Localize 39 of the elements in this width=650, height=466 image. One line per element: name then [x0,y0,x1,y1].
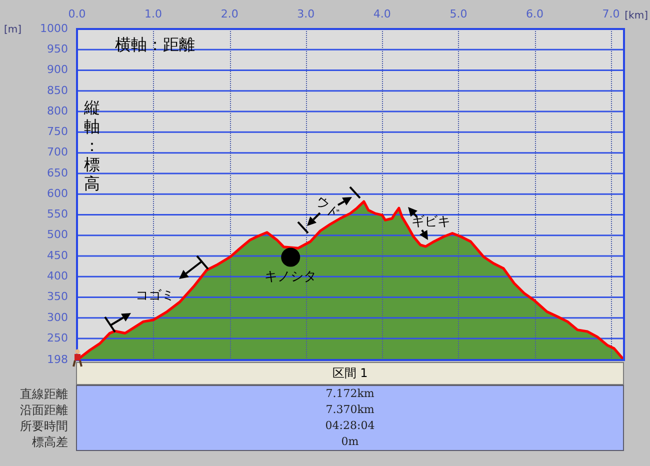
text: 7.172km [324,386,376,402]
y-tick-label: 850 [47,84,68,97]
text: 04:28:04 [324,418,376,434]
y-tick-label: 300 [47,310,68,324]
text: 標高差 [32,434,68,450]
y-tick-label: 600 [47,186,68,200]
x-tick-label: 1.0 [144,7,162,20]
x-tick-label: 2.0 [220,7,238,20]
y-tick-label: 800 [47,104,68,118]
x-tick-label: 6.0 [526,7,544,20]
text: 区間 1 [76,362,624,385]
x-tick-label: 5.0 [450,7,468,20]
text: 7.370km [324,402,376,418]
y-tick-label: 350 [47,290,68,304]
y-tick-label: 950 [47,42,68,56]
y-tick-label: 500 [47,228,68,242]
annotation: ウド [312,194,342,222]
x-tick-label: 4.0 [373,7,391,20]
x-tick-label: 3.0 [297,7,315,20]
y-tick-label: 198 [47,352,68,366]
text: 所要時間 [20,418,68,434]
y-tick-label: 750 [47,125,68,138]
x-axis-title: [km] [624,10,648,22]
y-tick-label: 1000 [40,22,68,35]
y-tick-label: 650 [47,166,68,180]
y-tick-label: 900 [47,63,68,76]
text: 0m [340,434,360,450]
x-tick-label: 0.0 [68,7,86,20]
y-tick-label: 700 [47,146,68,159]
y-axis-title: [m] [4,24,22,36]
x-tick-label: 7.0 [602,7,620,20]
y-tick-label: 450 [47,248,68,262]
annotation: 横軸：距離 [115,35,195,54]
text: 直線距離 [20,386,68,402]
y-tick-label: 550 [47,208,68,221]
text: 沿面距離 [20,402,68,418]
y-tick-label: 400 [47,269,68,282]
y-tick-label: 250 [47,331,68,344]
annotation: ギビキ [412,214,450,230]
